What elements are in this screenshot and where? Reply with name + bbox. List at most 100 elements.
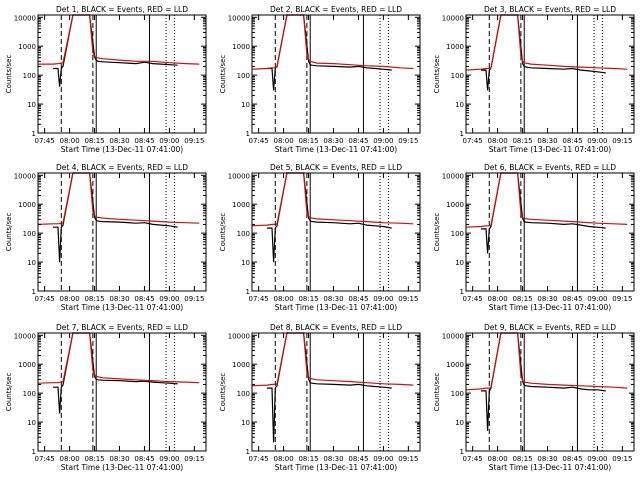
x-axis-label: Start Time (13-Dec-11 07:41:00) bbox=[275, 145, 397, 154]
x-tick-label: 08:00 bbox=[488, 455, 508, 463]
x-tick-label: 09:15 bbox=[612, 137, 632, 145]
plot-frame bbox=[251, 172, 421, 292]
x-tick-label: 09:15 bbox=[398, 137, 418, 145]
chart-panel-1: 1 10 100 1000 10000 07:45 08:00 08:15 08:30 08:45… bbox=[5, 5, 207, 154]
series-line-events bbox=[267, 172, 392, 263]
chart-panel-4: 1 10 100 1000 10000 07:45 08:00 08:15 08:30 08:45… bbox=[5, 163, 207, 312]
y-tick-label: 1 bbox=[246, 448, 250, 456]
plot-frame bbox=[37, 172, 207, 292]
plot-frame bbox=[251, 332, 421, 452]
y-axis-label: Counts/sec bbox=[5, 55, 13, 94]
x-tick-label: 09:15 bbox=[612, 455, 632, 463]
x-tick-label: 08:00 bbox=[488, 295, 508, 303]
x-tick-label: 08:45 bbox=[134, 295, 154, 303]
x-tick-label: 08:45 bbox=[348, 455, 368, 463]
series-line-events bbox=[481, 332, 606, 431]
y-tick-label: 10 bbox=[241, 101, 250, 109]
x-tick-label: 08:15 bbox=[298, 455, 318, 463]
plot-frame bbox=[465, 14, 635, 134]
chart-panel-2: 1 10 100 1000 10000 07:45 08:00 08:15 08:30 08:45… bbox=[219, 5, 421, 154]
x-tick-label: 09:00 bbox=[587, 455, 607, 463]
series-line-lld bbox=[37, 172, 200, 225]
y-tick-label: 100 bbox=[23, 390, 36, 398]
x-axis-label: Start Time (13-Dec-11 07:41:00) bbox=[489, 303, 611, 312]
y-axis-label: Counts/sec bbox=[219, 373, 227, 412]
y-axis-label: Counts/sec bbox=[5, 373, 13, 412]
y-tick-label: 100 bbox=[23, 72, 36, 80]
x-tick-label: 07:45 bbox=[463, 295, 483, 303]
x-tick-label: 08:00 bbox=[60, 137, 80, 145]
y-tick-label: 10000 bbox=[228, 14, 250, 22]
y-tick-label: 10000 bbox=[14, 172, 36, 180]
x-tick-label: 08:00 bbox=[488, 137, 508, 145]
y-tick-label: 1000 bbox=[232, 361, 250, 369]
y-tick-label: 100 bbox=[451, 230, 464, 238]
y-axis-label: Counts/sec bbox=[433, 373, 441, 412]
x-axis-label: Start Time (13-Dec-11 07:41:00) bbox=[61, 463, 183, 472]
x-axis-label: Start Time (13-Dec-11 07:41:00) bbox=[61, 145, 183, 154]
x-tick-label: 08:00 bbox=[60, 295, 80, 303]
y-tick-label: 100 bbox=[237, 230, 250, 238]
x-tick-label: 08:45 bbox=[348, 295, 368, 303]
x-axis-label: Start Time (13-Dec-11 07:41:00) bbox=[275, 303, 397, 312]
series-line-lld bbox=[251, 332, 414, 387]
y-tick-label: 10000 bbox=[442, 332, 464, 340]
x-tick-label: 09:00 bbox=[373, 137, 393, 145]
chart-title: Det 6, BLACK = Events, RED = LLD bbox=[484, 163, 616, 172]
x-tick-label: 08:15 bbox=[298, 295, 318, 303]
x-tick-label: 08:00 bbox=[274, 295, 294, 303]
chart-title: Det 5, BLACK = Events, RED = LLD bbox=[270, 163, 402, 172]
x-tick-label: 08:45 bbox=[562, 455, 582, 463]
series-line-lld bbox=[251, 172, 414, 227]
y-tick-label: 1000 bbox=[18, 201, 36, 209]
series-line-lld bbox=[37, 332, 200, 384]
y-tick-label: 1 bbox=[246, 288, 250, 296]
x-tick-label: 09:15 bbox=[398, 455, 418, 463]
x-tick-label: 09:00 bbox=[587, 295, 607, 303]
x-tick-label: 09:15 bbox=[184, 137, 204, 145]
chart-title: Det 3, BLACK = Events, RED = LLD bbox=[484, 5, 616, 14]
y-tick-label: 10 bbox=[27, 419, 36, 427]
series-line-lld bbox=[251, 14, 414, 70]
y-tick-label: 10000 bbox=[228, 172, 250, 180]
y-tick-label: 10000 bbox=[442, 14, 464, 22]
x-axis-label: Start Time (13-Dec-11 07:41:00) bbox=[489, 463, 611, 472]
series-line-events bbox=[267, 14, 392, 91]
series-line-events bbox=[481, 172, 606, 254]
y-tick-label: 10 bbox=[455, 419, 464, 427]
x-tick-label: 09:00 bbox=[159, 295, 179, 303]
x-tick-label: 08:45 bbox=[562, 137, 582, 145]
y-tick-label: 100 bbox=[237, 72, 250, 80]
x-tick-label: 07:45 bbox=[249, 137, 269, 145]
y-tick-label: 1 bbox=[32, 448, 36, 456]
x-tick-label: 08:45 bbox=[134, 137, 154, 145]
chart-panel-6: 1 10 100 1000 10000 07:45 08:00 08:15 08:30 08:45… bbox=[433, 163, 635, 312]
x-tick-label: 08:15 bbox=[512, 137, 532, 145]
y-tick-label: 10 bbox=[27, 101, 36, 109]
x-tick-label: 09:15 bbox=[398, 295, 418, 303]
x-axis-label: Start Time (13-Dec-11 07:41:00) bbox=[61, 303, 183, 312]
y-tick-label: 1000 bbox=[232, 201, 250, 209]
x-axis-label: Start Time (13-Dec-11 07:41:00) bbox=[275, 463, 397, 472]
x-tick-label: 08:30 bbox=[537, 455, 557, 463]
y-tick-label: 1 bbox=[460, 288, 464, 296]
x-tick-label: 08:30 bbox=[537, 137, 557, 145]
y-tick-label: 10 bbox=[455, 101, 464, 109]
series-line-events bbox=[53, 14, 178, 87]
plot-frame bbox=[465, 172, 635, 292]
x-tick-label: 08:30 bbox=[323, 137, 343, 145]
x-tick-label: 09:00 bbox=[373, 295, 393, 303]
x-tick-label: 08:00 bbox=[274, 455, 294, 463]
x-tick-label: 08:15 bbox=[84, 455, 104, 463]
x-tick-label: 07:45 bbox=[35, 295, 55, 303]
x-tick-label: 08:15 bbox=[84, 295, 104, 303]
chart-title: Det 4, BLACK = Events, RED = LLD bbox=[56, 163, 188, 172]
y-axis-label: Counts/sec bbox=[219, 213, 227, 252]
x-tick-label: 08:15 bbox=[512, 295, 532, 303]
plot-frame bbox=[465, 332, 635, 452]
x-tick-label: 08:00 bbox=[60, 455, 80, 463]
plot-frame bbox=[37, 14, 207, 134]
x-tick-label: 09:00 bbox=[587, 137, 607, 145]
y-tick-label: 10000 bbox=[14, 332, 36, 340]
